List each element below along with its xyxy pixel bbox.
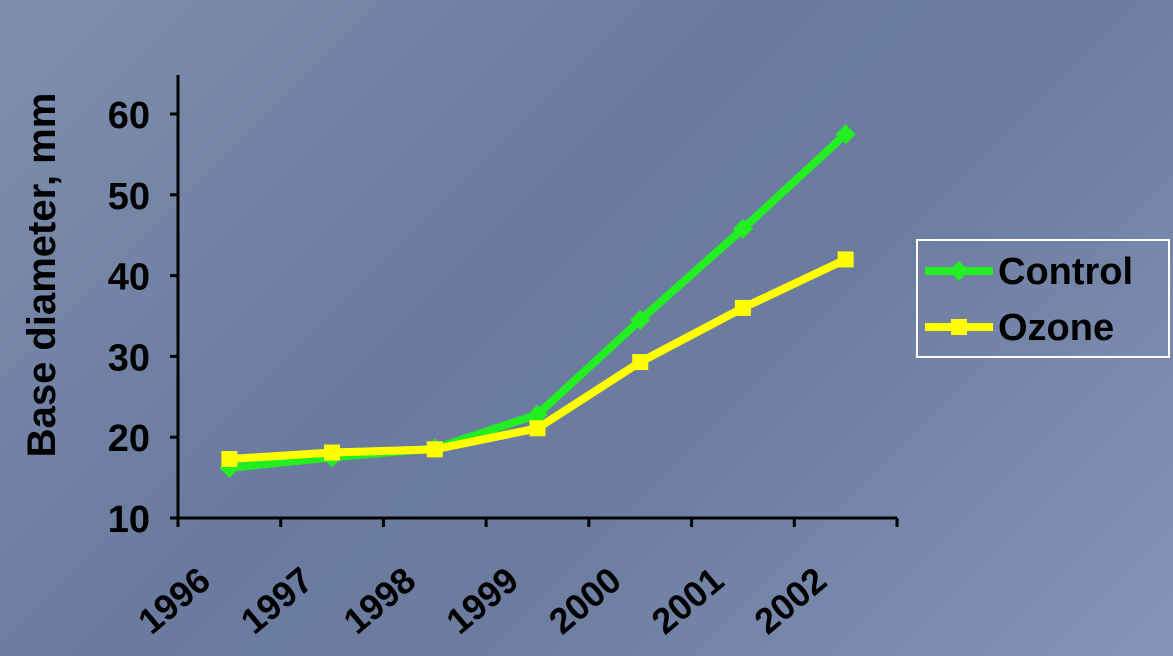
- legend-label: Ozone: [998, 307, 1114, 349]
- legend-marker: [949, 261, 969, 281]
- legend-box: [916, 239, 1170, 358]
- y-tick-label: 10: [108, 499, 150, 541]
- data-point: [527, 404, 548, 425]
- y-tick-label: 40: [108, 257, 150, 299]
- data-point: [835, 124, 856, 145]
- y-tick-label: 20: [108, 418, 150, 460]
- data-point: [630, 310, 651, 331]
- y-tick-label: 50: [108, 176, 150, 218]
- data-point: [632, 354, 649, 371]
- data-point: [837, 251, 854, 268]
- y-axis-title: Base diameter, mm: [20, 93, 64, 458]
- x-tick-label: 1998: [336, 559, 424, 642]
- x-tick-label: 1999: [438, 559, 526, 642]
- x-tick-label: 2001: [644, 559, 732, 642]
- y-tick-label: 30: [108, 337, 150, 379]
- series-ozone: [221, 251, 854, 468]
- data-point: [426, 441, 443, 458]
- x-tick-label: 2002: [746, 559, 834, 642]
- series-layer: [219, 124, 856, 478]
- data-point: [732, 218, 753, 239]
- x-tick-label: 1996: [130, 559, 218, 642]
- axes: 10 20 30 40 50 60 1996 1997 1998 1999 2000 2001 2002: [108, 75, 899, 642]
- y-tick-label: 60: [108, 95, 150, 137]
- data-point: [529, 420, 546, 437]
- x-tick-label: 1997: [233, 559, 321, 642]
- data-point: [221, 451, 238, 468]
- data-point: [734, 299, 751, 316]
- x-tick-label: 2000: [541, 559, 629, 642]
- legend-label: Control: [998, 251, 1133, 293]
- legend: Control Ozone: [916, 239, 1170, 358]
- data-point: [324, 444, 341, 461]
- legend-marker: [951, 319, 967, 335]
